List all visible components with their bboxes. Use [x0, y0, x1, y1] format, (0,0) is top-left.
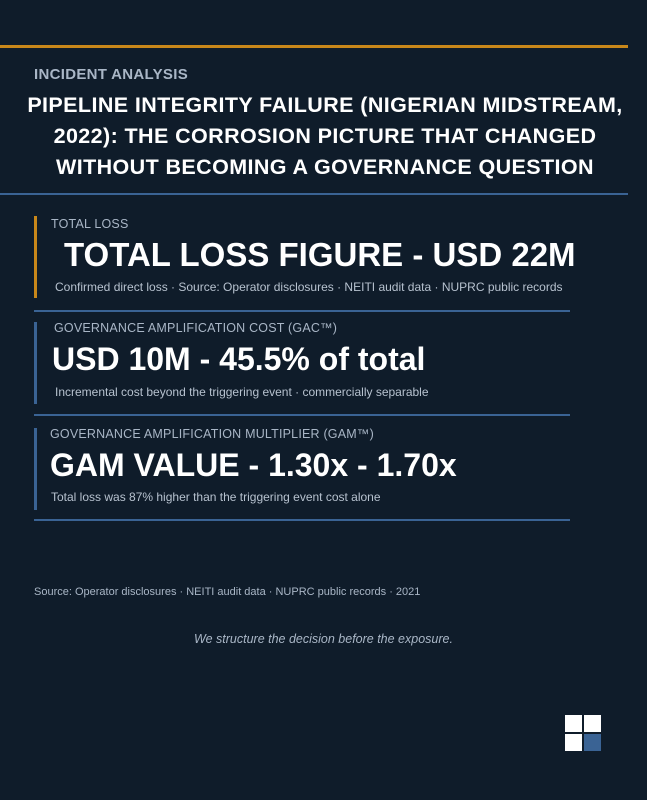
source-note: Source: Operator disclosures · NEITI aud…	[34, 586, 421, 598]
logo-square-tl	[565, 715, 582, 732]
metric-divider	[34, 519, 570, 521]
metric-note: Incremental cost beyond the triggering e…	[55, 385, 429, 399]
metric-card-gac: GOVERNANCE AMPLIFICATION COST (GAC™) USD…	[34, 320, 574, 420]
tagline: We structure the decision before the exp…	[194, 632, 453, 646]
metric-value: TOTAL LOSS FIGURE - USD 22M	[64, 236, 576, 273]
title-divider	[0, 193, 628, 195]
metric-note: Confirmed direct loss · Source: Operator…	[55, 280, 563, 294]
metric-label: TOTAL LOSS	[51, 217, 129, 231]
metric-accent-bar	[34, 216, 37, 298]
metric-value: USD 10M - 45.5% of total	[52, 341, 426, 377]
metric-label: GOVERNANCE AMPLIFICATION MULTIPLIER (GAM…	[50, 427, 374, 441]
metric-card-gam: GOVERNANCE AMPLIFICATION MULTIPLIER (GAM…	[34, 426, 574, 526]
metric-divider	[34, 414, 570, 416]
metric-note: Total loss was 87% higher than the trigg…	[51, 490, 381, 504]
logo-square-tr	[584, 715, 601, 732]
metric-divider	[34, 310, 570, 312]
brand-logo-icon	[565, 715, 601, 751]
metric-value: GAM VALUE - 1.30x - 1.70x	[50, 447, 457, 483]
page-title: PIPELINE INTEGRITY FAILURE (NIGERIAN MID…	[27, 93, 623, 179]
top-accent-rule	[0, 45, 628, 48]
metric-accent-bar	[34, 322, 37, 404]
logo-square-bl	[565, 734, 582, 751]
logo-square-br	[584, 734, 601, 751]
metric-label: GOVERNANCE AMPLIFICATION COST (GAC™)	[54, 321, 338, 335]
eyebrow-label: INCIDENT ANALYSIS	[34, 66, 189, 83]
metric-card-total-loss: TOTAL LOSS TOTAL LOSS FIGURE - USD 22M C…	[34, 214, 576, 314]
metric-accent-bar	[34, 428, 37, 510]
